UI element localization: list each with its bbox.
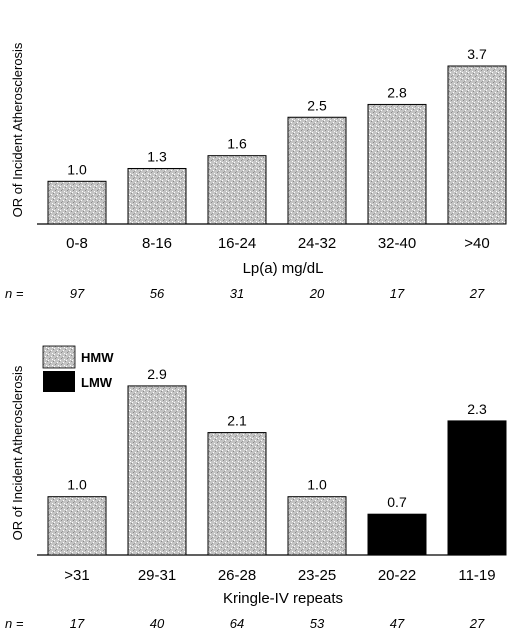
legend: HMW LMW bbox=[42, 345, 114, 392]
tick-label: 16-24 bbox=[218, 235, 256, 252]
tick-label: 11-19 bbox=[458, 567, 495, 584]
tick-label: 26-28 bbox=[218, 567, 256, 584]
x-axis-label: Lp(a) mg/dL bbox=[243, 260, 324, 277]
sample-size-prefix: n = bbox=[5, 616, 24, 631]
value-label: 2.9 bbox=[147, 366, 167, 382]
sample-size-value: 56 bbox=[150, 286, 165, 301]
bar bbox=[127, 167, 187, 225]
value-label: 2.8 bbox=[387, 84, 407, 100]
sample-size-value: 27 bbox=[469, 616, 485, 631]
chart-lpa: OR of Incident Atherosclerosis 1.0 0-8 1.3… bbox=[5, 42, 507, 301]
legend-swatch-lmw bbox=[43, 371, 75, 392]
value-label: 3.7 bbox=[467, 46, 487, 62]
sample-size-value: 97 bbox=[70, 286, 85, 301]
sample-size-value: 53 bbox=[310, 616, 325, 631]
bar bbox=[367, 103, 427, 225]
bar bbox=[287, 116, 347, 225]
y-axis-label: OR of Incident Atherosclerosis bbox=[10, 365, 25, 540]
sample-size-row: 17 40 64 53 47 27 n = bbox=[5, 616, 485, 631]
tick-label: 29-31 bbox=[138, 567, 176, 584]
bar bbox=[207, 432, 267, 556]
bar bbox=[447, 65, 507, 225]
value-label: 1.0 bbox=[67, 477, 87, 493]
value-label: 1.0 bbox=[307, 477, 327, 493]
value-label: 1.0 bbox=[67, 161, 87, 177]
bar bbox=[47, 180, 107, 225]
sample-size-value: 64 bbox=[230, 616, 244, 631]
bar-group: 1.0 >31 2.9 29-31 2.1 26-28 1.0 23-25 0.7 20-22 2.… bbox=[47, 366, 507, 584]
bar bbox=[207, 155, 267, 225]
value-label: 1.3 bbox=[147, 148, 167, 164]
sample-size-value: 40 bbox=[150, 616, 165, 631]
value-label: 2.3 bbox=[467, 401, 487, 417]
bar bbox=[127, 385, 187, 556]
tick-label: 20-22 bbox=[378, 567, 416, 584]
y-axis-label: OR of Incident Atherosclerosis bbox=[10, 42, 25, 217]
value-label: 1.6 bbox=[227, 136, 247, 152]
bar-group: 1.0 0-8 1.3 8-16 1.6 16-24 2.5 24-32 2.8 32-40 3.7… bbox=[47, 46, 507, 252]
sample-size-value: 17 bbox=[390, 286, 405, 301]
sample-size-value: 17 bbox=[70, 616, 85, 631]
tick-label: 23-25 bbox=[298, 567, 336, 584]
sample-size-row: 97 56 31 20 17 27 n = bbox=[5, 286, 485, 301]
tick-label: 8-16 bbox=[142, 235, 172, 252]
sample-size-value: 20 bbox=[309, 286, 325, 301]
value-label: 2.1 bbox=[227, 413, 247, 429]
sample-size-value: 31 bbox=[230, 286, 244, 301]
tick-label: 32-40 bbox=[378, 235, 416, 252]
tick-label: 0-8 bbox=[66, 235, 88, 252]
value-label: 2.5 bbox=[307, 97, 327, 113]
legend-label-lmw: LMW bbox=[81, 375, 113, 390]
tick-label: >40 bbox=[464, 235, 489, 252]
sample-size-value: 27 bbox=[469, 286, 485, 301]
legend-label-hmw: HMW bbox=[81, 350, 114, 365]
bar bbox=[367, 513, 427, 556]
sample-size-prefix: n = bbox=[5, 286, 24, 301]
sample-size-value: 47 bbox=[390, 616, 405, 631]
chart-kringle: OR of Incident Atherosclerosis HMW LMW 1… bbox=[5, 345, 507, 631]
x-axis-label: Kringle-IV repeats bbox=[223, 590, 343, 607]
value-label: 0.7 bbox=[387, 494, 407, 510]
tick-label: >31 bbox=[64, 567, 89, 584]
bar bbox=[287, 496, 347, 556]
bar bbox=[47, 496, 107, 556]
tick-label: 24-32 bbox=[298, 235, 336, 252]
bar bbox=[447, 420, 507, 556]
legend-swatch-hmw bbox=[42, 345, 76, 369]
